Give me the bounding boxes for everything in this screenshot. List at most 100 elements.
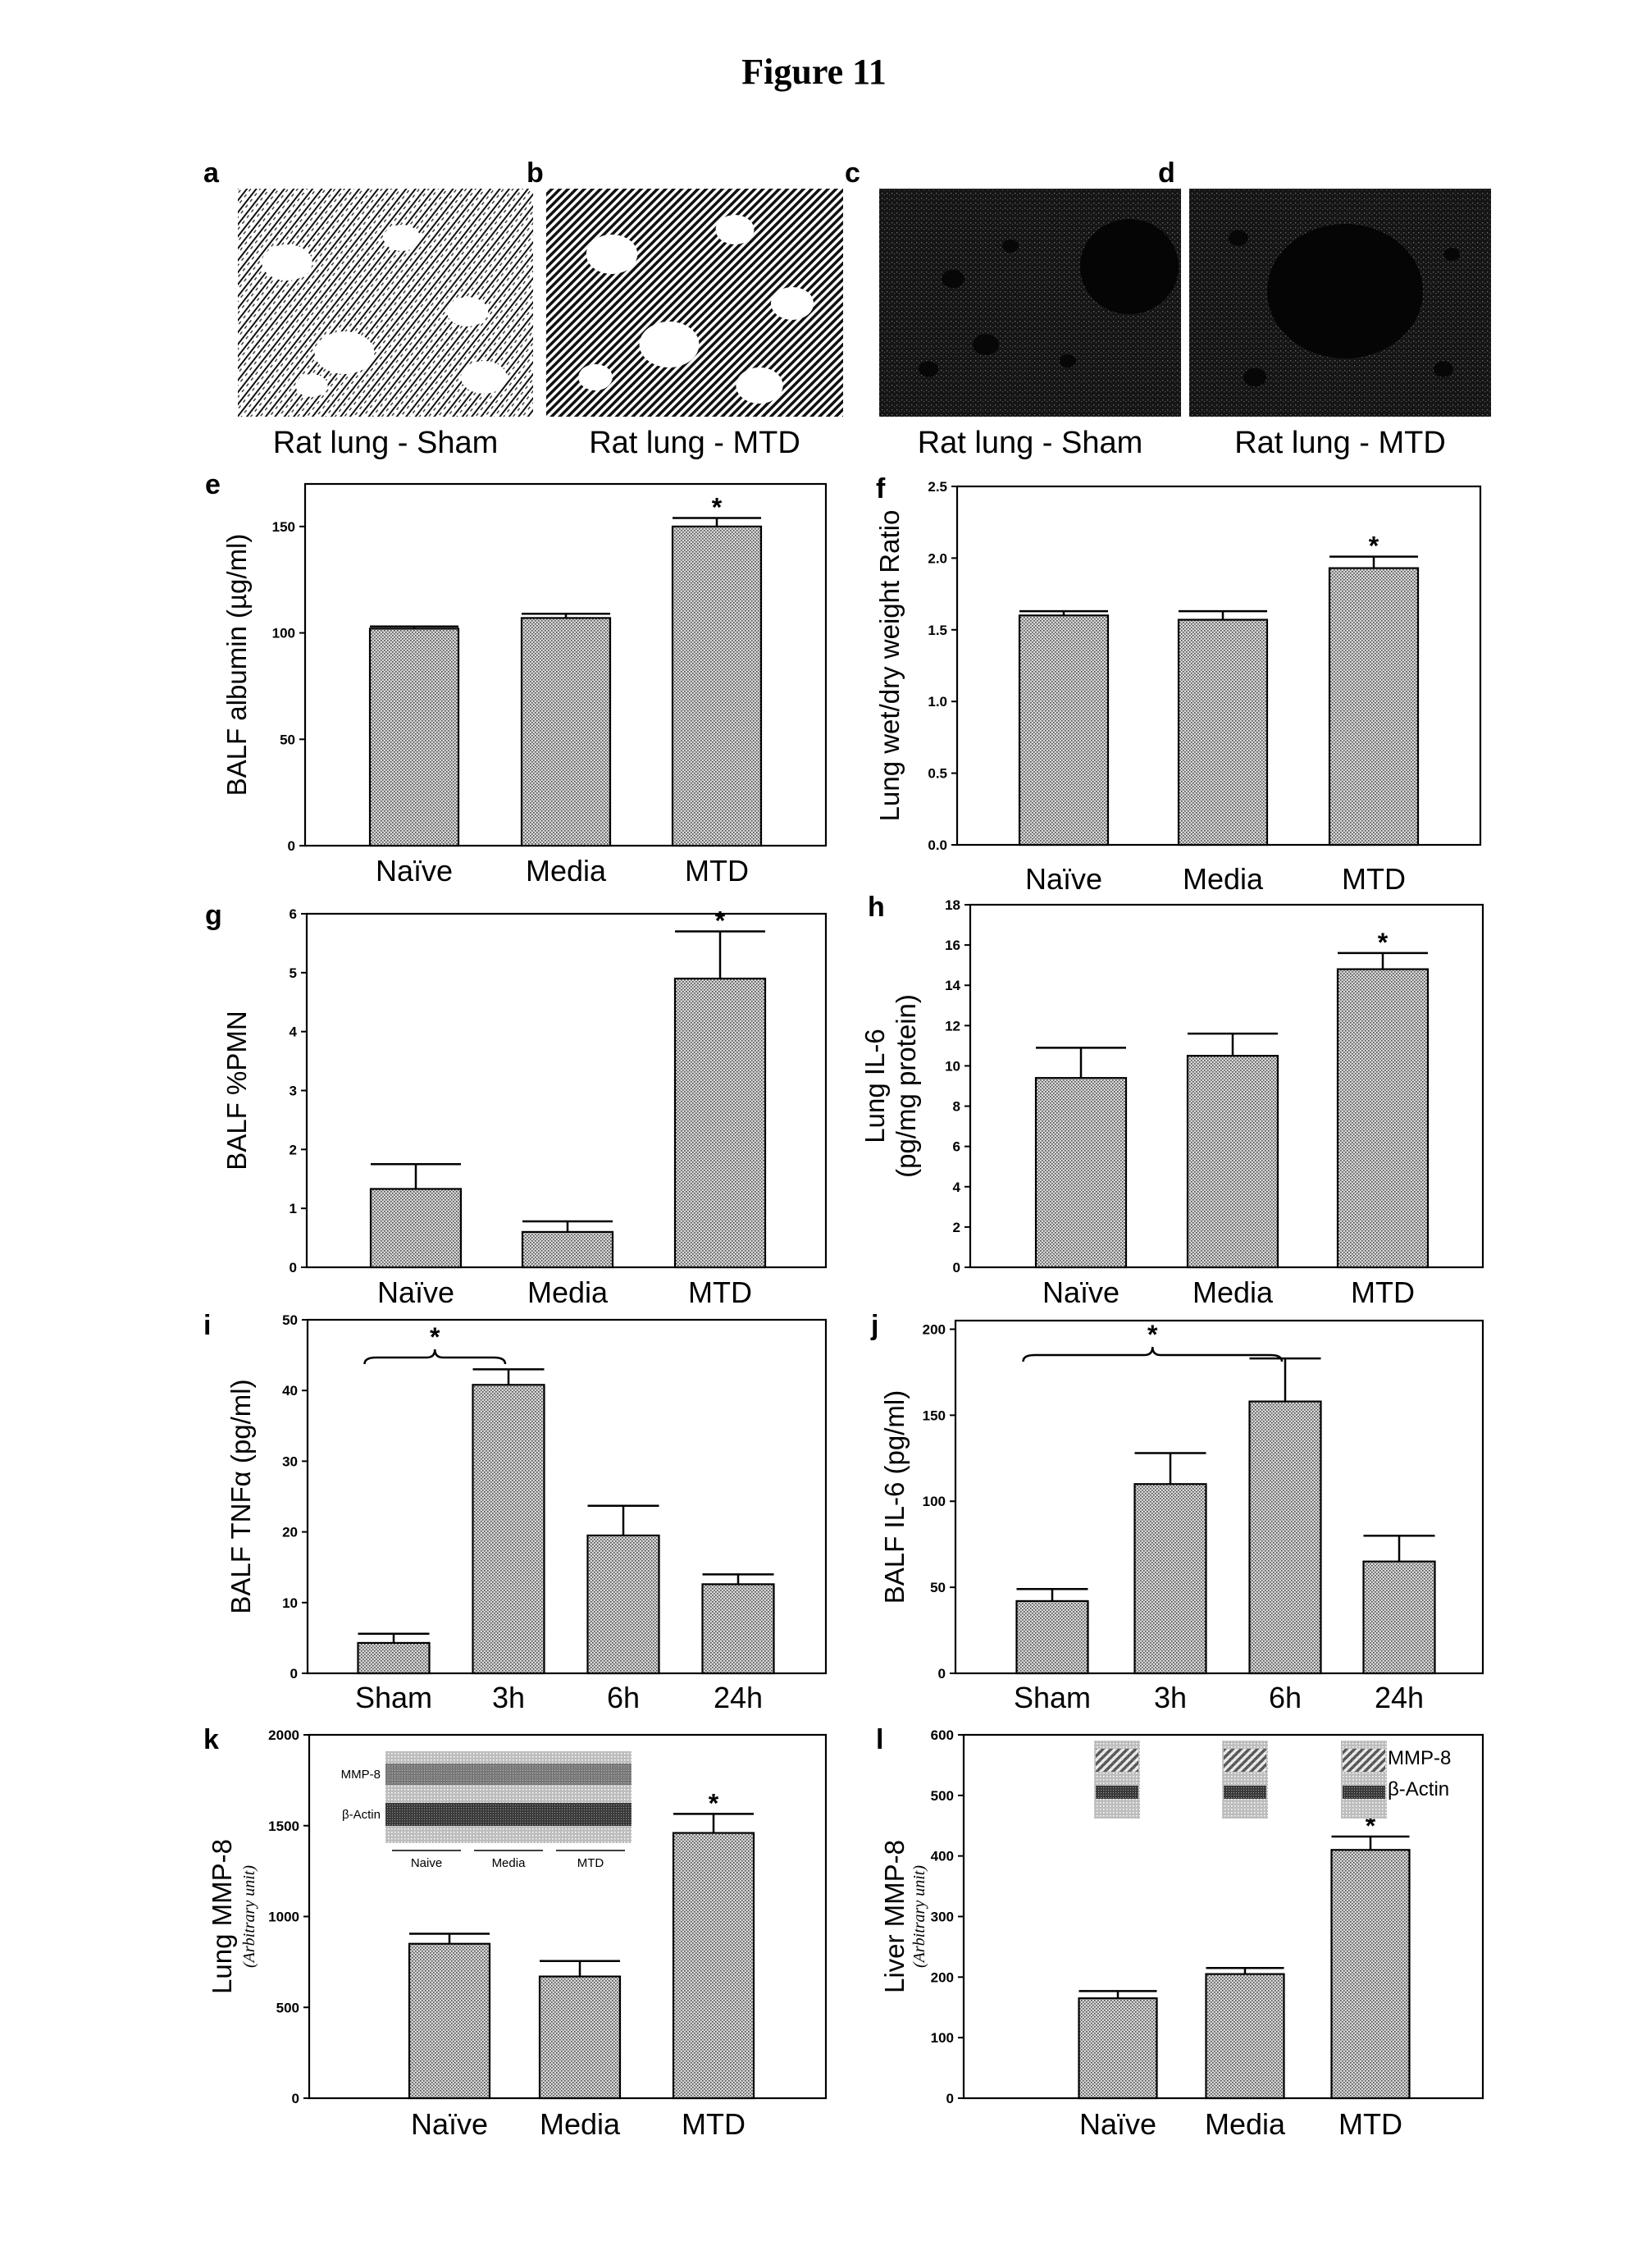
bar-group: 6h [588, 1506, 659, 1714]
airway-lumen [1080, 219, 1179, 314]
bar-group: Naïve [1019, 611, 1108, 896]
category-label: Naïve [1042, 1275, 1120, 1309]
y-tick-label: 150 [272, 519, 295, 535]
chart-panel-e: e050100150BALF albumin (µg/ml)NaïveMedia… [205, 469, 826, 888]
blot-group-label: Naive [411, 1856, 442, 1870]
bar [1329, 568, 1418, 845]
bar-group: MTD* [1329, 532, 1418, 896]
alveolar-space [315, 331, 375, 374]
y-tick-label: 0 [290, 1666, 298, 1682]
y-axis-sublabel: (Arbitrary unit) [910, 1865, 928, 1968]
blot-row-label: MMP-8 [1388, 1747, 1451, 1769]
y-tick-label: 400 [931, 1849, 954, 1864]
y-tick-label: 3 [290, 1084, 297, 1099]
micrograph-caption: Rat lung - MTD [589, 426, 800, 460]
bar-group: 3h [473, 1369, 545, 1714]
y-tick-label: 10 [945, 1058, 960, 1074]
y-tick-label: 100 [931, 2030, 954, 2046]
alveolar-space [1002, 240, 1019, 253]
significance-star: * [1378, 928, 1389, 957]
bar-group: 6h [1250, 1358, 1321, 1714]
panel-letter: e [205, 469, 221, 500]
bar [1338, 970, 1428, 1267]
bar [371, 1189, 461, 1267]
y-tick-label: 2.5 [928, 479, 947, 495]
y-tick-label: 14 [945, 978, 960, 993]
bar [675, 979, 765, 1267]
category-label: Naïve [1079, 2107, 1156, 2141]
category-label: 24h [714, 1681, 763, 1714]
bar [1079, 1998, 1157, 2098]
bar [1188, 1056, 1278, 1267]
significance-star: * [712, 493, 723, 523]
bar [588, 1536, 659, 1673]
category-label: Sham [1014, 1681, 1091, 1714]
panel-letter: g [205, 900, 222, 931]
y-axis-label: Lung wet/dry weight Ratio [874, 510, 905, 822]
blot-row-label: β-Actin [342, 1808, 381, 1822]
y-axis-label: BALF %PMN [221, 1011, 252, 1170]
category-label: Media [1183, 862, 1264, 896]
micrograph-panel-c: cRat lung - Sham [845, 157, 1181, 460]
panel-letter: b [527, 157, 544, 189]
bar-group: Media [522, 614, 610, 888]
blot-row-label: β-Actin [1388, 1778, 1449, 1800]
category-label: Media [540, 2107, 621, 2141]
y-tick-label: 600 [931, 1727, 954, 1743]
y-axis-label: BALF TNFα (pg/ml) [226, 1379, 256, 1613]
y-tick-label: 1.5 [928, 623, 947, 638]
bar-group: MTD* [673, 493, 761, 888]
bar-group: 24h [1364, 1536, 1435, 1714]
y-tick-label: 100 [923, 1494, 946, 1509]
y-tick-label: 0 [288, 838, 295, 854]
category-label: 6h [1269, 1681, 1302, 1714]
chart-panel-k: k0500100015002000Lung MMP-8(Arbitrary un… [203, 1724, 826, 2141]
vessel-lumen [1267, 224, 1423, 358]
bar-group: MTD* [675, 906, 765, 1309]
y-tick-label: 2 [290, 1142, 297, 1157]
category-label: Naïve [411, 2107, 488, 2141]
bar [540, 1977, 620, 2098]
panel-letter: k [203, 1724, 219, 1755]
bar-group: Sham [355, 1634, 432, 1714]
bar-group: MTD* [1332, 1811, 1410, 2141]
chart-panel-j: j050100150200BALF IL-6 (pg/ml)Sham3h6h24… [870, 1310, 1483, 1714]
y-tick-label: 0 [946, 2091, 954, 2106]
y-tick-label: 5 [290, 965, 297, 981]
bar-group: 3h [1135, 1453, 1206, 1714]
category-label: 6h [607, 1681, 640, 1714]
y-axis-sublabel: (pg/mg protein) [891, 994, 921, 1178]
bar [358, 1643, 430, 1673]
alveolar-space [640, 322, 700, 367]
alveolar-space [447, 297, 488, 326]
y-tick-label: 200 [923, 1321, 946, 1337]
blot-row-label: MMP-8 [341, 1768, 381, 1782]
alveolar-space [919, 361, 938, 376]
y-tick-label: 6 [953, 1139, 960, 1155]
bar-group: Sham [1014, 1589, 1091, 1714]
category-label: Media [1192, 1275, 1274, 1309]
bar [473, 1385, 545, 1673]
category-label: Naïve [377, 1275, 454, 1309]
category-label: 3h [1154, 1681, 1187, 1714]
chart-panel-f: f0.00.51.01.52.02.5Lung wet/dry weight R… [874, 473, 1480, 896]
y-tick-label: 18 [945, 897, 960, 913]
blot-group-label: Media [492, 1856, 527, 1870]
y-tick-label: 8 [953, 1099, 960, 1115]
alveolar-space [1060, 354, 1076, 367]
bar [409, 1944, 490, 2098]
western-blot-inset: MMP-8 β-Actin [1094, 1741, 1451, 1819]
y-tick-label: 0 [292, 2091, 299, 2106]
panel-letter: f [876, 473, 886, 504]
alveolar-space [1443, 248, 1460, 261]
panel-letter: c [845, 157, 860, 189]
bar-group: Naïve [1036, 1047, 1126, 1309]
alveolar-space [461, 361, 507, 394]
blot-band-mmp8 [1343, 1749, 1385, 1772]
category-label: MTD [1351, 1275, 1415, 1309]
bar [673, 1833, 754, 2098]
bar-group: MTD * [1338, 928, 1428, 1309]
alveolar-space [578, 364, 613, 390]
bar [522, 618, 610, 846]
y-axis-label: Lung IL-6 [860, 1029, 890, 1143]
